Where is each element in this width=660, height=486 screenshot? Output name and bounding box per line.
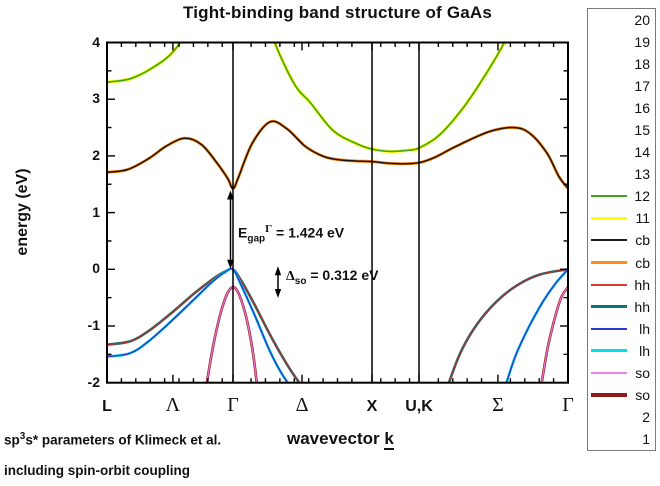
y-tick-label-3: 3	[92, 90, 100, 107]
plot-frame	[106, 41, 569, 384]
legend-entry: 13	[588, 164, 655, 184]
legend-entry: 2	[588, 407, 655, 427]
x-tick-label-Σ-6: Σ	[492, 394, 504, 416]
legend-swatch-line	[591, 195, 627, 198]
x-tick-label-Λ-1: Λ	[165, 394, 181, 416]
x-axis-label: wavevector k	[287, 429, 394, 450]
legend-label: lh	[639, 342, 650, 359]
legend-swatch-line	[591, 393, 627, 397]
legend-label: 13	[634, 166, 650, 183]
wavevector-k-symbol: k	[384, 429, 394, 450]
legend-swatch-line	[591, 283, 627, 286]
annotation-spin-orbit-splitting: Δso = 0.312 eV	[286, 267, 379, 287]
band-curve	[107, 43, 181, 83]
gap-arrow	[227, 190, 234, 269]
footnote-spin-orbit: including spin-orbit coupling	[4, 463, 190, 478]
y-tick-label--1: -1	[87, 317, 100, 333]
legend-label: 14	[634, 144, 650, 161]
legend-label: 2	[642, 408, 650, 425]
band-curve	[505, 269, 568, 382]
legend-label: 17	[634, 78, 650, 95]
legend-entry: 17	[588, 76, 655, 96]
x-tick-label-Γ-2: Γ	[227, 394, 239, 416]
legend-entry: 15	[588, 120, 655, 140]
legend-swatch-line	[591, 239, 627, 242]
legend-entry: 18	[588, 54, 655, 74]
y-tick-label--2: -2	[87, 373, 100, 390]
band-curve	[107, 267, 289, 382]
band-curve	[541, 287, 568, 382]
legend-swatch-line	[591, 260, 627, 265]
legend-entry: 12	[588, 186, 655, 206]
legend-entry: cb	[588, 253, 655, 273]
legend-entry: 14	[588, 142, 655, 162]
legend-entry: 19	[588, 32, 655, 52]
y-tick-label-0: 0	[92, 260, 100, 277]
y-tick-label-2: 2	[92, 146, 100, 163]
legend-label: hh	[634, 298, 650, 315]
band-curve	[274, 43, 505, 153]
band-curve-under	[447, 268, 568, 382]
legend-label: 20	[634, 12, 650, 29]
band-curve-under	[107, 43, 182, 84]
band-curves	[107, 43, 568, 382]
legend-label: cb	[635, 254, 650, 271]
legend-label: lh	[639, 320, 650, 337]
legend-label: 11	[635, 210, 650, 227]
x-tick-label-Γ-7: Γ	[562, 394, 574, 416]
legend-entry: hh	[588, 297, 655, 317]
band-curve-under	[540, 286, 568, 382]
legend-label: 19	[634, 34, 650, 51]
so-arrow	[274, 266, 282, 298]
legend-entry: 1	[588, 429, 655, 449]
legend-box: 20 19 18 17 16 15 14 13 12 11 cb cb hh hh lh lh so so 2 1	[587, 8, 656, 451]
chart-title: Tight-binding band structure of GaAs	[182, 3, 493, 22]
annotation-band-gap: EgapΓ = 1.424 eV	[238, 223, 345, 245]
legend-entry: lh	[588, 341, 655, 361]
legend-entry: so	[588, 385, 655, 405]
legend-label: cb	[635, 232, 650, 249]
legend-entry: 20	[588, 10, 655, 30]
legend-entry: 11	[588, 208, 655, 228]
axis-ticks	[106, 41, 569, 384]
legend-label: 15	[634, 122, 650, 139]
band-curve	[448, 268, 568, 382]
legend-entry: so	[588, 363, 655, 383]
x-tick-label-L-0: L	[102, 398, 112, 415]
x-tick-label-U,K-5: U,K	[405, 398, 433, 415]
legend-label: so	[635, 364, 650, 381]
legend-entry: hh	[588, 275, 655, 295]
legend-label: 18	[634, 56, 650, 73]
x-tick-label-X-4: X	[366, 398, 378, 415]
legend-swatch-line	[591, 371, 627, 374]
legend-label: so	[635, 386, 650, 403]
x-tick-label-Δ-3: Δ	[295, 394, 309, 416]
y-tick-label-4: 4	[92, 33, 100, 50]
y-tick-label-1: 1	[92, 203, 100, 220]
legend-label: 12	[634, 188, 650, 205]
legend-swatch-line	[591, 216, 627, 221]
legend-swatch-line	[591, 327, 627, 330]
legend-swatch-line	[591, 304, 627, 309]
legend-entry: 16	[588, 98, 655, 118]
legend-label: 16	[634, 100, 650, 117]
legend-entry: cb	[588, 230, 655, 250]
legend-label: 1	[642, 430, 650, 447]
footnote-parameters: sp3s* parameters of Klimeck et al.	[4, 431, 222, 448]
legend-swatch-line	[591, 348, 627, 353]
legend-entry: lh	[588, 319, 655, 339]
legend-label: hh	[634, 276, 650, 293]
band-curve	[107, 120, 568, 190]
band-curve-under	[107, 119, 568, 191]
